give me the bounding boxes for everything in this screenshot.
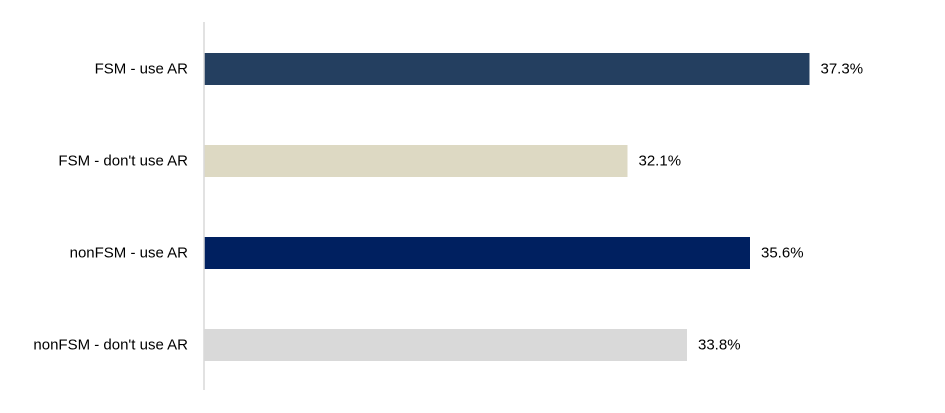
bars-layer: [204, 53, 810, 361]
category-label-4: nonFSM - don't use AR: [33, 337, 188, 354]
category-label-1: FSM - use AR: [95, 61, 189, 78]
value-label-3: 35.6%: [761, 245, 804, 262]
bar-4: [204, 329, 687, 361]
category-label-3: nonFSM - use AR: [70, 245, 189, 262]
bar-3: [204, 237, 750, 269]
value-label-2: 32.1%: [639, 153, 682, 170]
labels-layer: FSM - use AR 37.3% FSM - don't use AR 32.1%…: [33, 61, 863, 354]
bar-2: [204, 145, 628, 177]
bar-1: [204, 53, 810, 85]
value-label-1: 37.3%: [821, 61, 864, 78]
value-label-4: 33.8%: [698, 337, 741, 354]
category-label-2: FSM - don't use AR: [58, 153, 188, 170]
